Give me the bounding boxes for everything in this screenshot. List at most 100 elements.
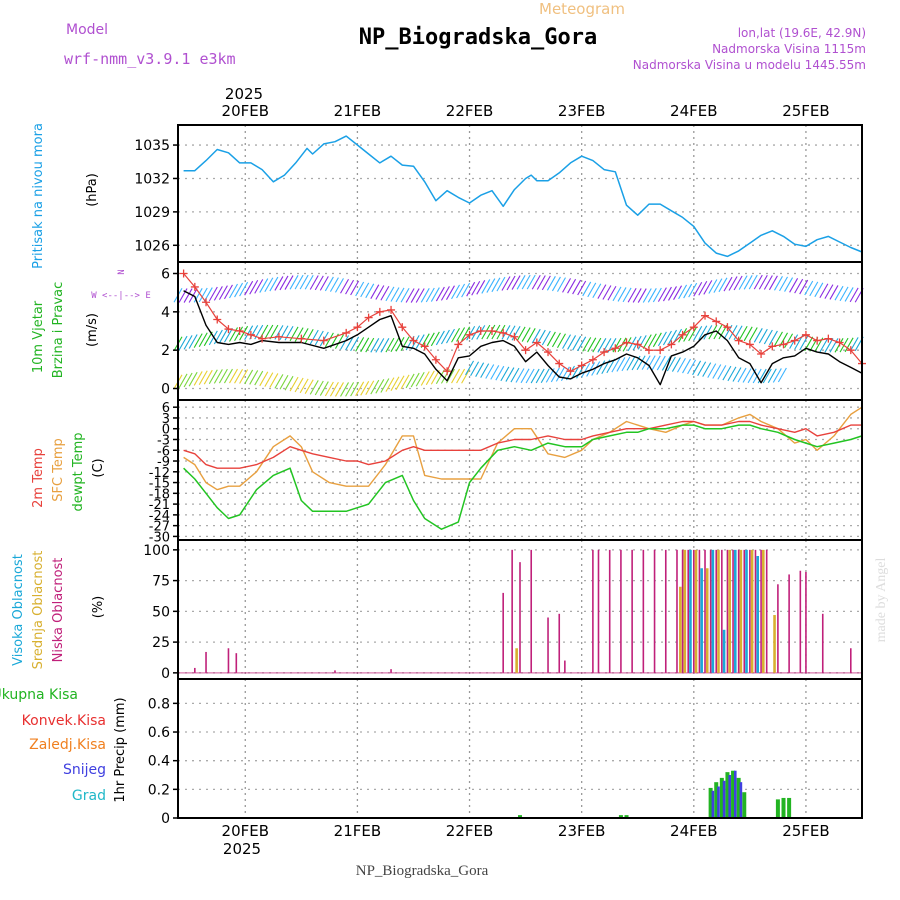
wind-arrow-288 <box>254 370 264 386</box>
wind-arrow-12 <box>234 282 244 298</box>
wind-arrow-297 <box>299 378 309 394</box>
wind-arrow-66 <box>506 275 516 291</box>
pressure-unit: (hPa) <box>85 173 100 207</box>
precip-legend-freezing: Zaledj.Kisa <box>29 737 106 753</box>
wind-compass-north: N <box>117 269 127 274</box>
wind-gust-point-5 <box>235 327 244 335</box>
wind-arrow-49 <box>420 288 430 303</box>
wind-arrow-110 <box>728 276 738 291</box>
wind-arrow-59 <box>471 280 481 296</box>
wind-arrow-390 <box>767 368 777 384</box>
wind-arrow-253 <box>763 329 773 345</box>
date-label-bottom-4: 24FEB <box>670 822 717 840</box>
ytick-label-precip-0: 0 <box>161 811 170 827</box>
wind-arrow-296 <box>294 377 304 393</box>
wind-gust-point-53 <box>813 336 822 345</box>
wind-compass: W <--|--> E <box>91 291 151 301</box>
wind-arrow-128 <box>819 283 829 299</box>
ytick-label-precip-4: 0.8 <box>148 696 170 712</box>
wind-gust-line <box>183 273 863 372</box>
wind-arrow-131 <box>834 285 844 301</box>
wind-arrow-164 <box>314 330 324 346</box>
wind-arrow-314 <box>385 377 395 392</box>
wind-arrow-191 <box>451 328 461 343</box>
wind-arrow-74 <box>546 276 556 291</box>
wind-arrow-311 <box>370 379 380 395</box>
lonlat-label: lon,lat (19.6E, 42.9N) <box>738 26 866 40</box>
date-label-bottom-1: 21FEB <box>334 822 381 840</box>
wind-arrow-22 <box>284 275 294 290</box>
wind-arrow-37 <box>360 282 370 298</box>
wind-arrow-115 <box>753 274 763 290</box>
wind-gust-point-8 <box>274 332 283 341</box>
wind-arrow-7 <box>208 286 218 302</box>
wind-arrow-188 <box>435 330 445 346</box>
wind-arrow-19 <box>269 276 279 292</box>
wind-arrow-302 <box>324 381 334 397</box>
wind-arrow-47 <box>410 288 420 303</box>
wind-arrow-102 <box>688 282 698 298</box>
date-label-bottom-2: 22FEB <box>446 822 493 840</box>
wind-arrow-90 <box>627 287 637 303</box>
wind-arrow-99 <box>673 285 683 300</box>
wind-arrow-109 <box>723 276 733 292</box>
precip-bar-1-0 <box>711 790 715 818</box>
ytick-label-temperature-8: -18 <box>149 487 170 502</box>
ytick-label-pressure-3: 1035 <box>134 138 170 154</box>
year-bottom: 2025 <box>223 840 261 858</box>
wind-arrow-183 <box>410 335 420 350</box>
wind-arrow-347 <box>550 367 560 383</box>
wind-arrow-305 <box>340 382 349 397</box>
wind-arrow-241 <box>703 325 713 340</box>
model-elevation-label: Nadmorska Visina u modelu 1445.55m <box>633 58 866 72</box>
wind-gust-point-19 <box>431 355 440 364</box>
wind-arrow-18 <box>264 277 274 293</box>
wind-arrow-382 <box>727 366 737 382</box>
wind-arrow-217 <box>582 337 592 352</box>
wind-arrow-193 <box>461 326 471 342</box>
wind-arrow-107 <box>713 278 723 293</box>
date-label-top-5: 25FEB <box>782 102 829 120</box>
wind-gust-point-28 <box>532 338 541 347</box>
wind-arrow-214 <box>567 335 577 350</box>
wind-arrow-78 <box>567 278 577 294</box>
wind-arrow-145 <box>218 328 228 344</box>
wind-arrow-379 <box>712 364 722 379</box>
wind-arrow-23 <box>289 275 299 290</box>
wind-gust-point-42 <box>689 323 698 332</box>
wind-arrow-39 <box>370 284 380 299</box>
wind-arrow-230 <box>647 333 657 349</box>
wind-arrow-75 <box>551 276 561 292</box>
wind-arrow-380 <box>717 365 727 380</box>
wind-arrow-61 <box>481 279 491 294</box>
wind-arrow-295 <box>289 376 299 392</box>
wind-arrow-340 <box>515 368 525 383</box>
precip-bar-1-3 <box>728 775 731 818</box>
wind-arrow-91 <box>632 288 642 303</box>
wind-arrow-306 <box>345 382 355 397</box>
wind-arrow-119 <box>773 276 783 291</box>
wind-arrow-207 <box>531 328 541 344</box>
wind-arrow-276 <box>193 371 203 386</box>
wind-arrow-209 <box>541 330 551 346</box>
wind-arrow-369 <box>661 356 671 371</box>
ytick-label-temperature-1: 3 <box>162 412 170 427</box>
wind-gust-point-26 <box>510 332 519 341</box>
wind-arrow-139 <box>188 334 198 349</box>
wind-gust-point-12 <box>353 323 362 332</box>
wind-arrow-51 <box>430 287 440 302</box>
wind-arrow-345 <box>540 368 550 384</box>
wind-arrow-130 <box>829 285 839 300</box>
wind-gust-point-45 <box>723 323 732 332</box>
wind-arrow-100 <box>678 284 688 300</box>
precip-bar-0-8 <box>736 777 741 818</box>
wind-arrow-77 <box>562 278 572 293</box>
wind-arrow-336 <box>495 365 505 381</box>
wind-arrow-307 <box>350 381 360 397</box>
wind-arrow-171 <box>350 336 360 352</box>
date-label-bottom-0: 20FEB <box>222 822 269 840</box>
wind-gust-point-16 <box>398 323 407 332</box>
wind-arrow-293 <box>279 374 289 390</box>
wind-arrow-170 <box>345 335 355 351</box>
wind-arrow-94 <box>647 288 657 303</box>
